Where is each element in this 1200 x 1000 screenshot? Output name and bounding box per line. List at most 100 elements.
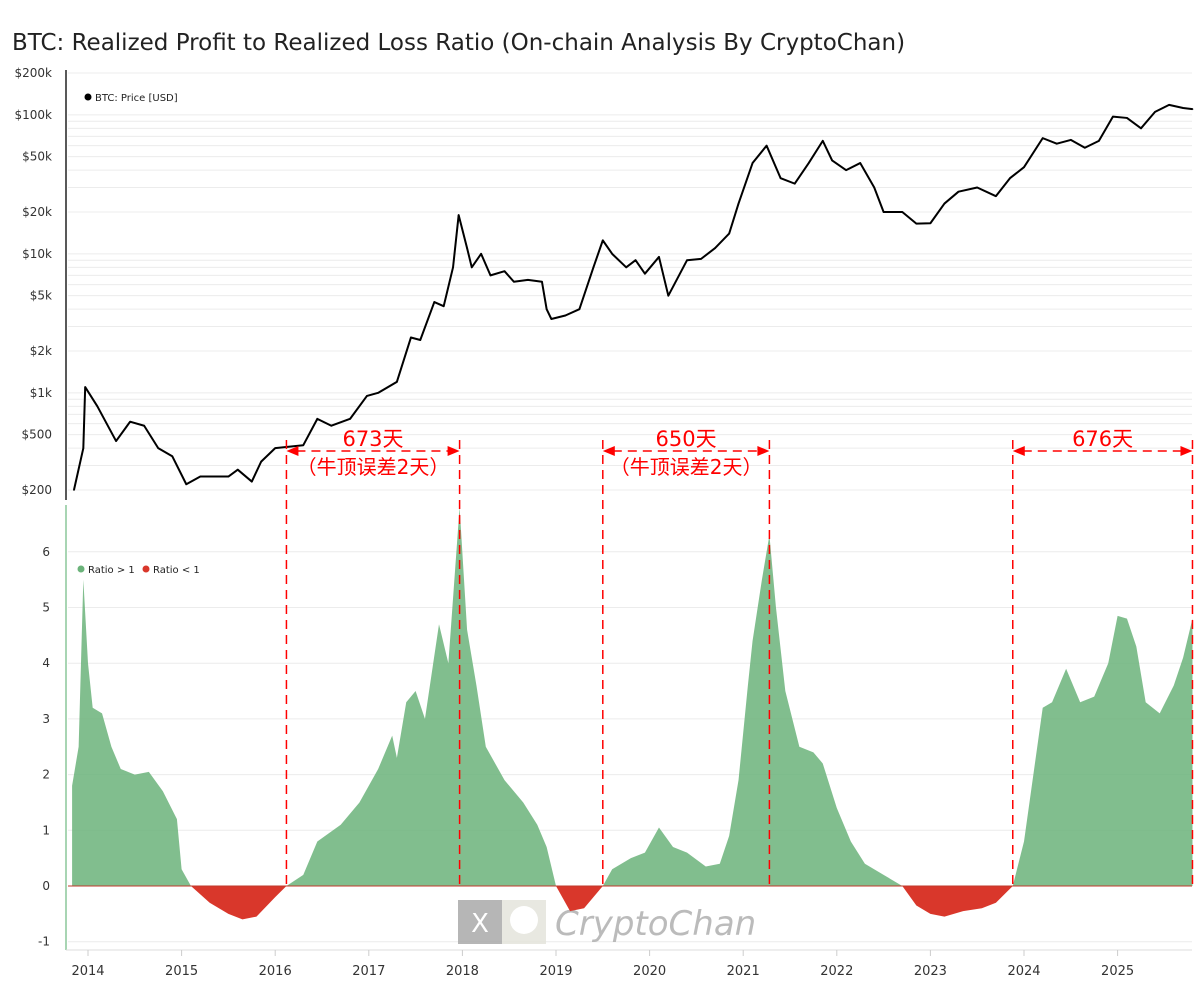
ratio-tick-label: 0 (42, 879, 50, 893)
legend-price-label: BTC: Price [USD] (95, 93, 178, 104)
price-point (316, 418, 319, 420)
price-point (330, 424, 333, 427)
price-point (82, 447, 85, 449)
price-point (1126, 117, 1128, 119)
price-point (452, 266, 454, 269)
price-point (527, 279, 529, 281)
price-point (728, 232, 730, 235)
price-point (644, 272, 646, 275)
price-tick-label: $200k (15, 66, 53, 80)
x-tick-label: 2018 (446, 964, 479, 979)
price-point (143, 424, 145, 427)
x-tick-label: 2017 (352, 964, 385, 979)
price-point (976, 186, 978, 189)
ratio-axis: 6 5 4 3 2 1 0 -1 (38, 505, 67, 950)
x-tick-label: 2020 (633, 964, 666, 979)
price-point (602, 239, 604, 242)
price-point (96, 405, 99, 408)
price-point (915, 222, 918, 225)
x-logo-icon (458, 900, 502, 944)
arrow-right-icon (447, 446, 460, 456)
legend-positive-label: Ratio > 1 (88, 565, 135, 576)
price-tick-label: $5k (30, 289, 52, 303)
gridlines (68, 72, 1192, 943)
x-tick-label: 2024 (1007, 964, 1040, 979)
arrow-left-icon (602, 446, 615, 456)
price-point (807, 162, 810, 164)
price-point (611, 253, 613, 255)
price-point (503, 270, 506, 273)
arrow-left-icon (286, 446, 299, 456)
price-point (251, 480, 253, 483)
price-point (541, 280, 543, 283)
price-point (84, 386, 86, 388)
arrow-right-icon (1180, 446, 1193, 456)
price-point (1070, 139, 1072, 141)
price-point (466, 247, 468, 249)
price-tick-label: $500 (21, 428, 52, 442)
price-point (199, 475, 202, 478)
ratio-tick-label: 3 (42, 712, 50, 726)
price-point (129, 420, 131, 423)
price-point (564, 314, 567, 317)
price-point (377, 392, 379, 394)
ratio-tick-label: -1 (38, 935, 50, 949)
price-series (72, 103, 1194, 491)
watermark: X CryptoChan (458, 900, 756, 944)
ratio-area (68, 507, 1193, 920)
price-tick-label: $2k (30, 344, 52, 358)
price-point (513, 280, 515, 283)
price-point (410, 336, 412, 339)
price-point (1041, 137, 1044, 139)
price-point (73, 489, 75, 491)
price-point (1055, 142, 1058, 145)
price-point (236, 468, 239, 471)
price-point (260, 460, 262, 463)
price-point (700, 258, 702, 260)
price-point (929, 222, 932, 225)
price-point (396, 381, 398, 383)
price-point (667, 294, 670, 297)
price-axis: $200k $100k $50k $20k $10k $5k $2k $1k $500 $200 (15, 66, 67, 500)
legend-negative-marker (142, 565, 150, 573)
price-tick-label: $1k (30, 386, 52, 400)
price-point (995, 195, 997, 197)
ratio-tick-label: 2 (42, 768, 50, 782)
price-point (765, 144, 768, 147)
x-logo-glyph: X (471, 909, 489, 939)
price-tick-label: $100k (15, 108, 53, 122)
price-tick-label: $200 (21, 483, 52, 497)
price-point (943, 202, 946, 205)
arrow-right-icon (757, 446, 770, 456)
price-point (873, 186, 876, 189)
ratio-positive-area (72, 507, 1193, 886)
price-point (793, 182, 796, 185)
x-tick-label: 2021 (727, 964, 760, 979)
panda-face-icon (510, 906, 538, 934)
ratio-negative-area (72, 886, 1193, 920)
annotation-label: 673天 (342, 427, 403, 451)
ratio-tick-label: 6 (42, 545, 50, 559)
annotations: 673天 （牛顶误差2天） 650天 （牛顶误差2天） 676天 (285, 427, 1194, 886)
price-point (489, 274, 492, 277)
price-point (545, 308, 548, 310)
price-point (1112, 115, 1114, 118)
chart-title: BTC: Realized Profit to Realized Loss Ra… (12, 30, 905, 56)
price-point (1098, 140, 1100, 142)
price-point (1140, 127, 1142, 130)
price-tick-label: $20k (22, 205, 52, 219)
price-point (1154, 111, 1156, 113)
annotation-sublabel: （牛顶误差2天） (610, 455, 763, 479)
price-point (457, 214, 460, 216)
price-point (821, 140, 824, 142)
price-point (634, 259, 637, 262)
price-point (1009, 177, 1011, 180)
ratio-tick-label: 1 (42, 823, 50, 837)
price-point (105, 422, 108, 425)
annotation-sublabel: （牛顶误差2天） (297, 455, 450, 479)
price-point (366, 395, 368, 397)
price-point (419, 339, 422, 341)
price-point (658, 256, 660, 258)
price-tick-label: $50k (22, 150, 52, 164)
price-point (737, 202, 740, 205)
